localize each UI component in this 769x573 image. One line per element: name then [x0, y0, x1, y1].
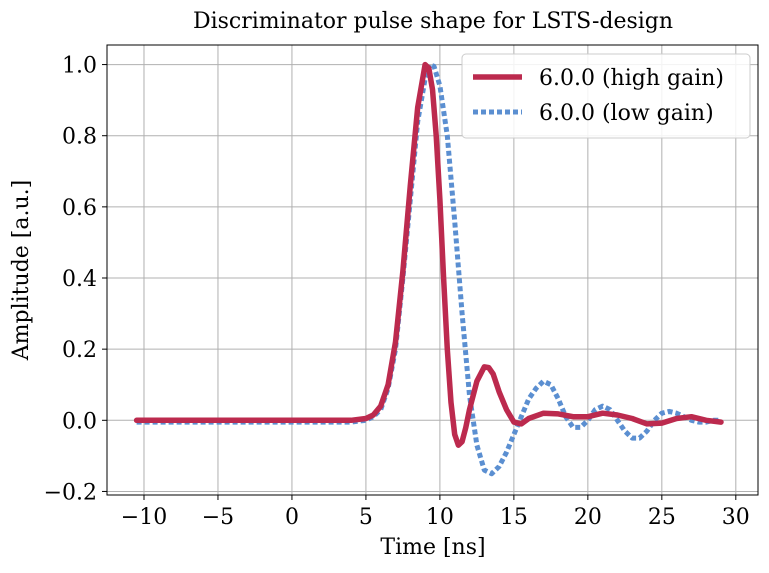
- legend: 6.0.0 (high gain) 6.0.0 (low gain): [461, 53, 751, 139]
- x-axis-label: Time [ns]: [380, 535, 485, 560]
- legend-box: [461, 53, 751, 139]
- x-tick-label: 5: [359, 505, 373, 530]
- y-tick-label: 0.4: [62, 267, 97, 292]
- x-tick-label: 10: [426, 505, 454, 530]
- chart-title: Discriminator pulse shape for LSTS-desig…: [193, 9, 673, 34]
- y-tick-label: 1.0: [62, 54, 97, 79]
- x-tick-label: −10: [121, 505, 167, 530]
- plot-frame: [106, 44, 759, 496]
- legend-label-high-gain: 6.0.0 (high gain): [539, 66, 724, 91]
- x-tick-label: 0: [285, 505, 299, 530]
- x-tick-label: 30: [722, 505, 750, 530]
- series-group: [133, 61, 724, 477]
- x-tick-label: 25: [648, 505, 676, 530]
- x-tick-label: 20: [574, 505, 602, 530]
- x-tick-label: 15: [500, 505, 528, 530]
- y-tick-label: −0.2: [44, 480, 97, 505]
- y-axis-label: Amplitude [a.u.]: [9, 180, 34, 361]
- legend-label-low-gain: 6.0.0 (low gain): [539, 101, 714, 126]
- y-tick-label: 0.6: [62, 196, 97, 221]
- y-tick-label: 0.0: [62, 409, 97, 434]
- axis-ticks: −10 −5 0 5 10 15 20 25 30 −0.2 0.0 0.2 0.4 0.6 0.8 1.0: [44, 54, 750, 530]
- x-tick-label: −5: [202, 505, 234, 530]
- y-tick-label: 0.2: [62, 338, 97, 363]
- y-tick-label: 0.8: [62, 125, 97, 150]
- series-line-high-gain: [133, 61, 724, 448]
